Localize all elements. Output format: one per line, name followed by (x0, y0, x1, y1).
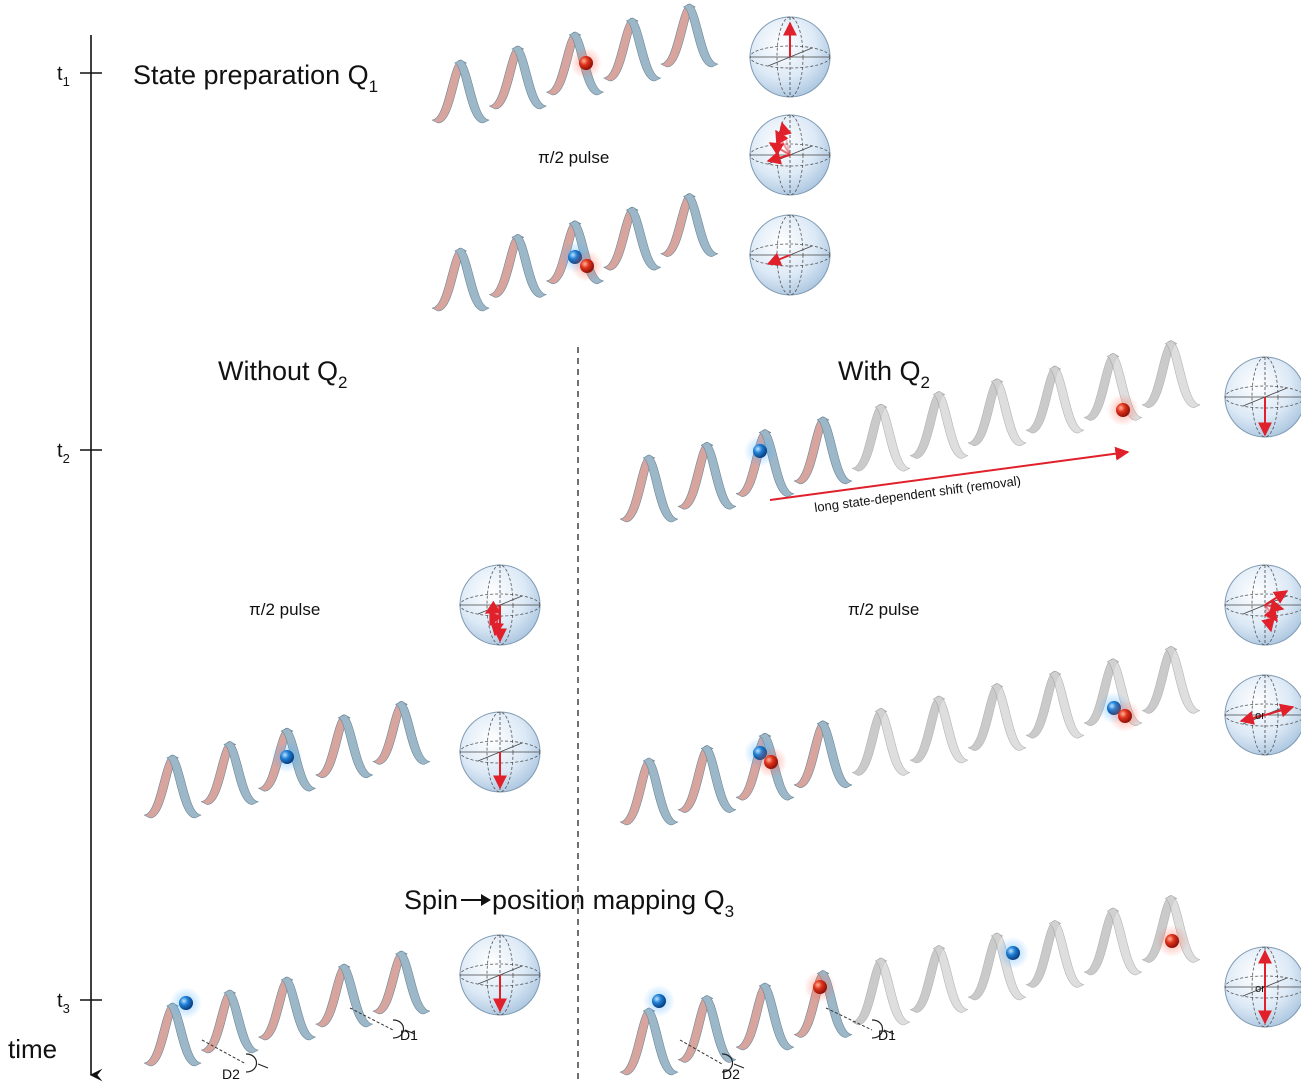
or-label-1: or (1255, 710, 1265, 722)
bloch-sphere-right-4 (1224, 946, 1301, 1028)
heading-spin-position-mapping (461, 894, 491, 906)
bloch-spheres-layer (459, 16, 1301, 1028)
atom-red-right-3 (1109, 700, 1141, 732)
detector-d1-left (349, 1007, 416, 1039)
atom-red-right-2 (755, 746, 787, 778)
detector-d2-right-label: D2 (722, 1066, 740, 1082)
detector-d2-left (201, 1039, 269, 1073)
lattice-top-1 (431, 3, 719, 124)
atom-blue-left-2 (170, 987, 202, 1019)
shift-arrow (769, 446, 1130, 501)
atom-blue-right-4 (643, 985, 675, 1017)
bloch-sphere-left-1 (459, 564, 541, 646)
bloch-sphere-right-3 (1224, 674, 1301, 756)
atom-red-right-5 (1156, 925, 1188, 957)
tick-t2: t2 (57, 440, 70, 466)
bloch-sphere-right-2 (1224, 564, 1301, 646)
lattice-layer (143, 3, 1201, 1076)
tick-t3: t3 (57, 990, 70, 1016)
heading-state-preparation: State preparation Q1 (133, 60, 378, 96)
bloch-sphere-left-3 (459, 934, 541, 1016)
bloch-sphere-right-1 (1224, 356, 1301, 438)
atom-blue-left-1 (271, 741, 303, 773)
lattice-right-3 (619, 895, 1201, 1076)
svg-text:position mapping Q3: position mapping Q3 (492, 885, 734, 921)
lattice-right-1 (619, 340, 1201, 523)
detectors-layer (201, 1007, 895, 1073)
pulse-label-right: π/2 pulse (848, 600, 919, 619)
atom-red-top-2 (571, 250, 603, 282)
bloch-sphere-top-2 (749, 114, 831, 196)
detector-d1-right (825, 1007, 895, 1039)
atom-red-right-1 (1107, 394, 1139, 426)
detector-d1-left-label: D1 (400, 1027, 418, 1043)
lattice-left-2 (143, 950, 431, 1067)
bloch-sphere-top-3 (749, 214, 831, 296)
time-axis-label: time (8, 1034, 57, 1064)
svg-text:Spin: Spin (404, 885, 458, 915)
atom-blue-right-5 (997, 937, 1029, 969)
tick-t1: t1 (57, 63, 70, 89)
atom-red-right-4 (804, 971, 836, 1003)
heading-without-q2: Without Q2 (218, 356, 348, 392)
or-label-2: or (1255, 983, 1265, 995)
lattice-right-2 (619, 646, 1201, 826)
detector-d2-left-label: D2 (222, 1066, 240, 1082)
atoms-layer (170, 47, 1188, 1019)
atom-red-top-1 (570, 47, 602, 79)
pulse-label-top: π/2 pulse (538, 148, 609, 167)
bloch-sphere-top-1 (749, 16, 831, 98)
heading-with-q2: With Q2 (838, 356, 930, 392)
time-axis (80, 35, 103, 1082)
bloch-sphere-left-2 (459, 711, 541, 793)
detector-d1-right-label: D1 (878, 1027, 896, 1043)
detector-d2-right (679, 1039, 745, 1073)
atom-blue-right-1 (744, 435, 776, 467)
pulse-label-left: π/2 pulse (249, 600, 320, 619)
